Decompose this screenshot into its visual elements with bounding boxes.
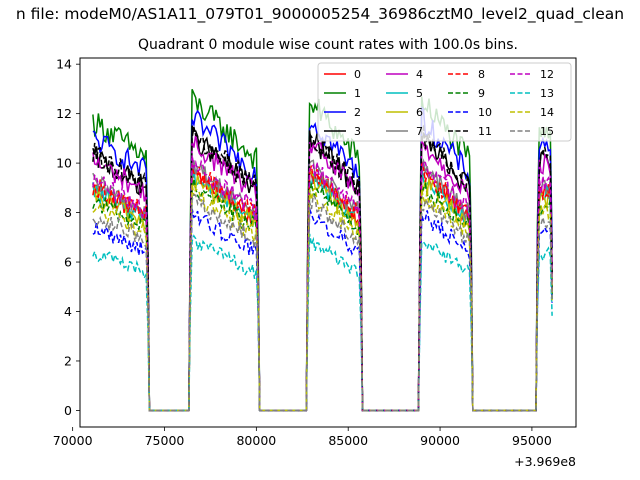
y-tick-label: 6 (64, 255, 72, 270)
x-offset-text: +3.969e8 (514, 454, 576, 469)
x-tick-label: 95000 (512, 433, 552, 448)
legend-label-3: 3 (354, 125, 361, 138)
y-tick-label: 10 (56, 156, 72, 171)
series-line-7 (92, 158, 553, 412)
series-layer (92, 88, 553, 412)
chart-title: Quadrant 0 module wise count rates with … (138, 37, 518, 53)
series-line-10 (92, 208, 553, 412)
legend-label-11: 11 (478, 125, 492, 138)
x-tick-label: 85000 (328, 433, 368, 448)
legend-label-9: 9 (478, 87, 485, 100)
y-tick-label: 2 (64, 353, 72, 368)
y-tick-label: 12 (56, 106, 72, 121)
legend-label-8: 8 (478, 68, 485, 81)
series-line-12 (92, 155, 553, 412)
x-tick-label: 80000 (236, 433, 276, 448)
legend-label-2: 2 (354, 106, 361, 119)
y-tick-label: 14 (56, 57, 72, 72)
legend-label-7: 7 (416, 125, 423, 138)
legend-label-14: 14 (540, 106, 554, 119)
legend-label-0: 0 (354, 68, 361, 81)
legend-label-1: 1 (354, 87, 361, 100)
x-tick-label: 70000 (53, 433, 93, 448)
y-tick-label: 4 (64, 304, 72, 319)
series-line-14 (92, 183, 553, 412)
x-tick-label: 90000 (420, 433, 460, 448)
series-line-9 (92, 178, 553, 412)
legend-label-5: 5 (416, 87, 423, 100)
legend-label-15: 15 (540, 125, 554, 138)
legend-label-12: 12 (540, 68, 554, 81)
legend-box (317, 62, 572, 142)
series-line-8 (92, 162, 553, 412)
legend-label-4: 4 (416, 68, 423, 81)
figure-suptitle: n file: modeM0/AS1A11_079T01_9000005254_… (16, 5, 624, 24)
series-line-5 (92, 166, 553, 412)
legend-label-10: 10 (478, 106, 492, 119)
x-tick-label: 75000 (145, 433, 185, 448)
series-line-13 (92, 233, 553, 412)
legend-label-6: 6 (416, 106, 423, 119)
legend-label-13: 13 (540, 87, 554, 100)
axes-frame (79, 57, 577, 428)
y-tick-label: 8 (64, 205, 72, 220)
y-tick-label: 0 (64, 403, 72, 418)
series-line-15 (92, 193, 553, 412)
ticks-layer: 70000 75000 80000 85000 90000 950000246810121… (53, 57, 552, 448)
